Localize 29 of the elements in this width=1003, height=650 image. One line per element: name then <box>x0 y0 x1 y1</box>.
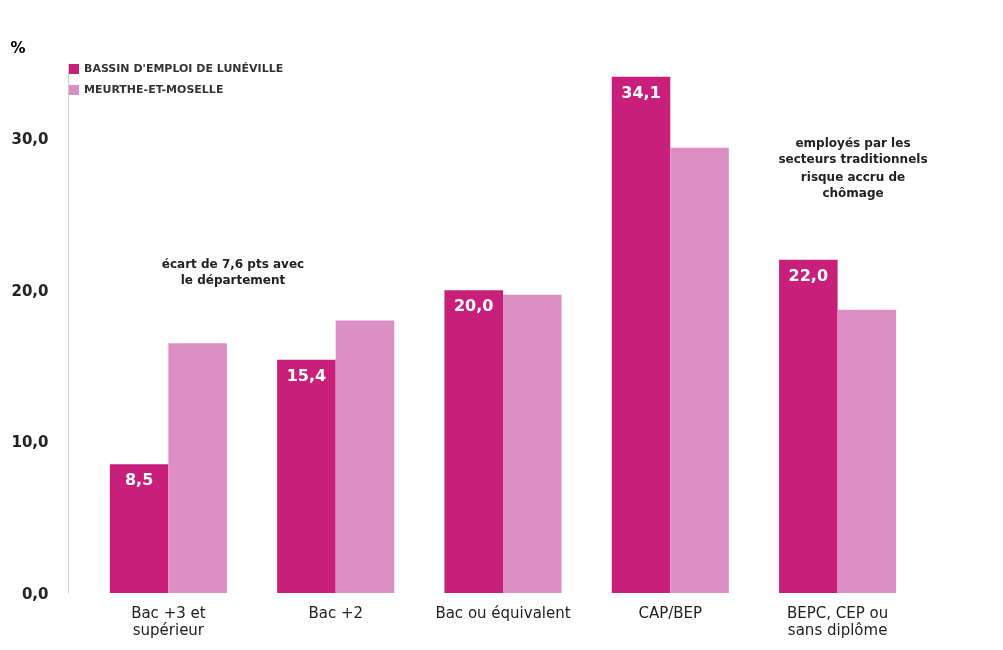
y-tick-label: 10,0 <box>11 433 49 452</box>
x-tick-label: Bac ou équivalent <box>435 603 571 622</box>
legend-label: BASSIN D'EMPLOI DE LUNÉVILLE <box>84 62 284 75</box>
bar <box>837 309 897 593</box>
data-label: 34,1 <box>621 82 661 102</box>
y-tick-label: 20,0 <box>11 281 49 300</box>
data-label: 22,0 <box>788 265 829 285</box>
bar <box>611 76 671 593</box>
y-tick-label: 30,0 <box>11 130 49 149</box>
legend-label: MEURTHE-ET-MOSELLE <box>84 83 224 96</box>
data-label: 20,0 <box>453 296 494 316</box>
bar <box>168 343 227 593</box>
bar <box>779 259 838 593</box>
data-label: 8,5 <box>124 470 154 490</box>
bar <box>670 147 729 593</box>
bar <box>444 290 503 593</box>
x-tick-label: BEPC, CEP ou sans diplôme <box>786 603 889 639</box>
data-label: 15,4 <box>286 365 327 385</box>
x-tick-label: Bac +3 et supérieur <box>131 603 206 639</box>
bar <box>109 464 169 593</box>
annotation: écart de 7,6 pts avec le département <box>161 257 305 288</box>
y-axis-title: % <box>10 38 26 57</box>
bar <box>503 294 562 593</box>
annotation: risque accru de chômage <box>800 169 906 200</box>
bar <box>335 320 395 593</box>
y-tick-label: 0,0 <box>21 584 49 603</box>
bar <box>277 359 336 593</box>
x-tick-label: Bac +2 <box>308 603 363 622</box>
x-tick-label: CAP/BEP <box>638 603 703 622</box>
